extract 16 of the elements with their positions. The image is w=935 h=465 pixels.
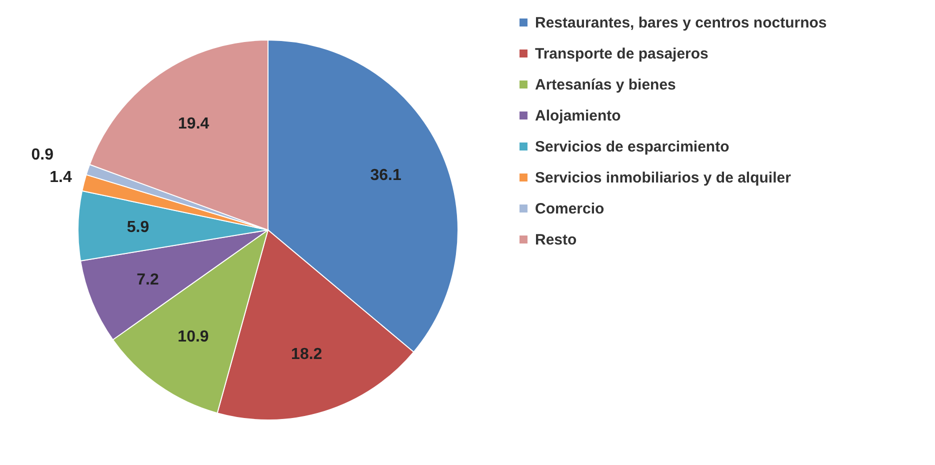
legend-label: Transporte de pasajeros (535, 46, 708, 62)
data-label: 19.4 (178, 115, 210, 132)
legend-label: Alojamiento (535, 108, 621, 124)
data-label: 5.9 (126, 219, 150, 236)
legend-label: Servicios de esparcimiento (535, 138, 730, 156)
legend-label: Servicios inmobiliarios y de alquiler (535, 170, 792, 186)
legend-label: Artesanías y bienes (535, 76, 676, 94)
data-label: 1.4 (50, 168, 72, 186)
data-label: 18.2 (291, 346, 322, 364)
data-label: 36.1 (370, 167, 402, 184)
data-label: 0.9 (31, 146, 54, 164)
data-label: 7.2 (136, 271, 159, 288)
legend-label: Resto (535, 232, 577, 248)
legend-label: Restaurantes, bares y centros nocturnos (535, 14, 827, 32)
data-label: 10.9 (178, 328, 209, 346)
legend-label: Comercio (535, 200, 604, 218)
